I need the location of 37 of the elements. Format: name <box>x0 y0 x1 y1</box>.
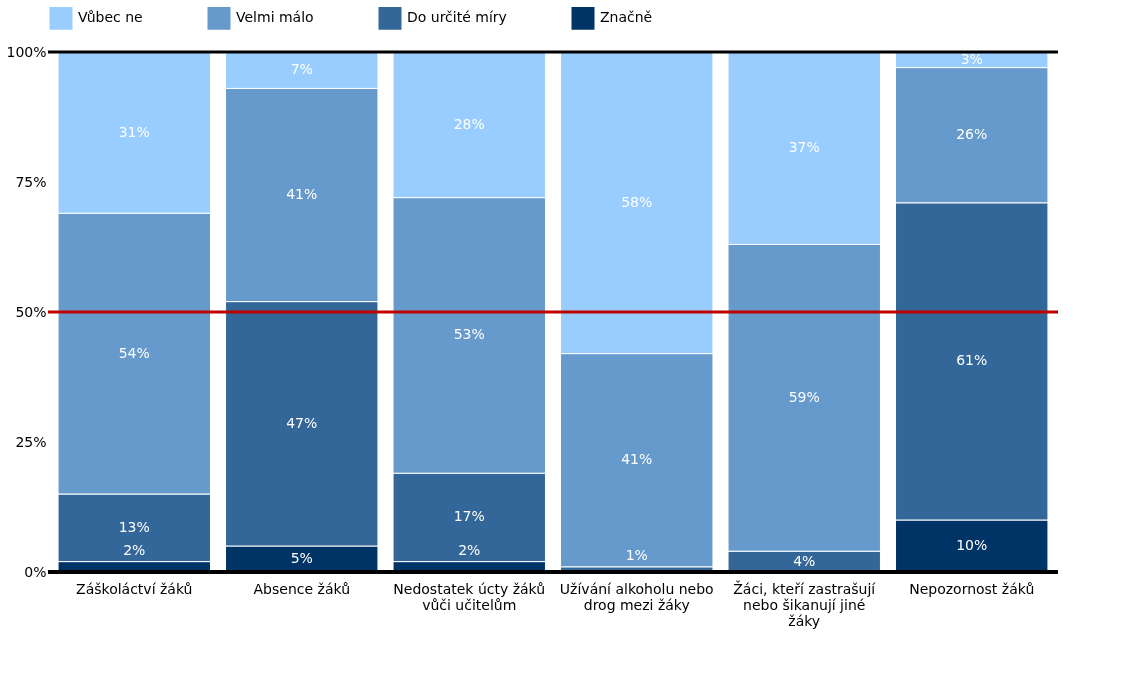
x-tick-label: Užívání alkoholu nebo drog mezi žáky <box>559 580 714 613</box>
x-tick-label: Záškoláctví žáků <box>76 580 193 597</box>
data-label: 13% <box>118 518 150 535</box>
legend-label: Vůbec ne <box>78 9 143 26</box>
y-tick-label: 50% <box>15 303 47 320</box>
data-label: 53% <box>453 326 485 343</box>
y-tick-label: 25% <box>15 433 47 450</box>
data-label: 41% <box>286 186 318 202</box>
data-label: 61% <box>956 352 988 369</box>
data-label: 7% <box>290 61 313 78</box>
y-tick-label: 75% <box>15 173 47 190</box>
data-label: 37% <box>788 139 820 156</box>
legend-label: Značně <box>600 9 653 26</box>
data-label: 54% <box>118 344 150 361</box>
data-label: 4% <box>793 552 816 569</box>
data-label: 3% <box>960 50 983 67</box>
data-label: 59% <box>788 388 820 405</box>
data-label: 5% <box>290 550 313 566</box>
data-label: 17% <box>453 508 485 525</box>
data-label: 41% <box>621 451 653 468</box>
data-label: 2% <box>458 542 481 559</box>
data-label: 2% <box>123 542 146 559</box>
y-tick-label: 100% <box>6 43 47 60</box>
data-label: 31% <box>118 123 150 140</box>
data-label: 10% <box>956 537 988 553</box>
legend-label: Do určité míry <box>407 9 507 26</box>
data-label: 47% <box>286 414 318 431</box>
x-tick-label: Žáci, kteří zastrašují nebo šikanují jiné žáky <box>733 579 877 629</box>
x-tick-label: Nepozornost žáků <box>909 580 1035 597</box>
x-tick-label: Nedostatek úcty žáků vůči učitelům <box>393 580 546 613</box>
data-label: 58% <box>621 193 653 210</box>
x-tick-label: Absence žáků <box>253 580 350 597</box>
data-label: 28% <box>453 115 485 132</box>
y-tick-label: 0% <box>24 563 47 580</box>
data-label: 1% <box>625 547 648 564</box>
legend-label: Velmi málo <box>236 9 314 26</box>
data-label: 26% <box>956 126 988 143</box>
